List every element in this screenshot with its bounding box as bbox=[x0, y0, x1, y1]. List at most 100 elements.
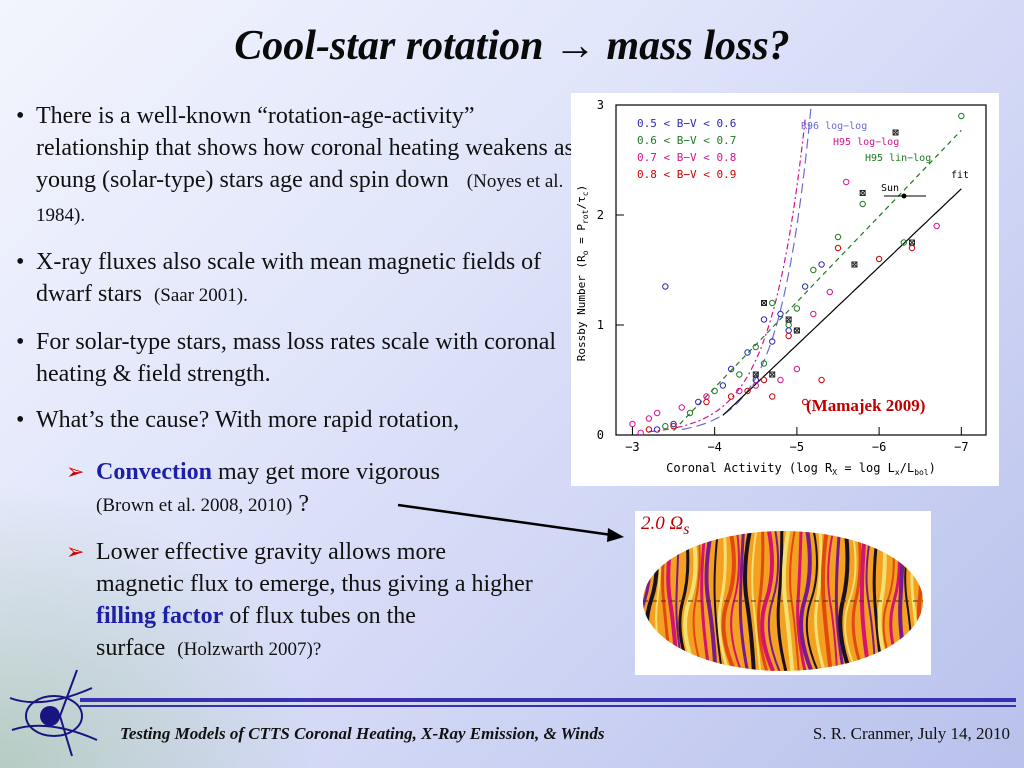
bullet-item: • There is a well-known “rotation-age-ac… bbox=[16, 100, 576, 232]
convection-map: 2.0 Ωs bbox=[635, 511, 931, 675]
mollweide-map-svg bbox=[643, 531, 923, 671]
sub-bullet-convection: ➢ Convection may get more vigorous (Brown… bbox=[66, 456, 536, 522]
footer-talk-title: Testing Models of CTTS Coronal Heating, … bbox=[120, 724, 605, 743]
convection-stripe bbox=[738, 531, 749, 671]
model-curve-h95-loglog bbox=[648, 119, 806, 433]
data-point bbox=[686, 409, 694, 417]
data-point bbox=[744, 387, 751, 395]
bullet-item: • What’s the cause? With more rapid rota… bbox=[16, 404, 576, 436]
y-tick-label: 0 bbox=[597, 428, 604, 442]
chart-annotation: (Mamajek 2009) bbox=[806, 396, 926, 415]
sub-bullet-text-post: of flux tubes on the surface bbox=[96, 603, 416, 661]
data-point bbox=[752, 343, 759, 351]
data-point bbox=[670, 423, 677, 430]
chart-svg: Coronal Activity (log RX = log Lx/Lbol) … bbox=[575, 98, 987, 477]
data-point bbox=[760, 376, 768, 384]
model-label: H95 lin−log bbox=[865, 153, 931, 164]
convection-stripe bbox=[713, 531, 723, 671]
model-label: fit bbox=[951, 170, 969, 181]
legend-entry: 0.6 < B−V < 0.7 bbox=[637, 134, 736, 147]
data-point bbox=[818, 261, 825, 268]
data-point bbox=[785, 327, 792, 334]
data-point bbox=[662, 283, 669, 290]
y-tick-label: 1 bbox=[597, 318, 604, 332]
data-point bbox=[908, 244, 916, 252]
data-point bbox=[777, 376, 784, 384]
data-point bbox=[727, 365, 735, 373]
rossby-activity-chart: Coronal Activity (log RX = log Lx/Lbol) … bbox=[571, 93, 999, 486]
data-point bbox=[769, 338, 776, 345]
highlight-convection: Convection bbox=[96, 459, 212, 485]
bullet-text: For solar-type stars, mass loss rates sc… bbox=[36, 329, 557, 387]
bullet-dot: • bbox=[16, 329, 25, 355]
data-point bbox=[653, 409, 661, 417]
data-point bbox=[736, 387, 743, 395]
legend-entry: 0.8 < B−V < 0.9 bbox=[637, 168, 736, 181]
data-point bbox=[662, 423, 669, 430]
sub-bullet-body: Lower effective gravity allows more magn… bbox=[96, 536, 536, 666]
cross-point bbox=[761, 300, 767, 306]
sub-bullet-body: Convection may get more vigorous (Brown e… bbox=[96, 456, 440, 522]
data-point bbox=[695, 398, 702, 406]
convection-stripe bbox=[756, 531, 769, 671]
data-point bbox=[645, 415, 653, 422]
data-point bbox=[958, 112, 965, 120]
cross-mark bbox=[785, 316, 792, 323]
data-point bbox=[727, 393, 735, 400]
model-curve-h95-linlog bbox=[673, 129, 962, 432]
sub-bullet-gravity: ➢ Lower effective gravity allows more ma… bbox=[66, 536, 536, 666]
bullet-body: X-ray fluxes also scale with mean magnet… bbox=[36, 246, 576, 312]
convection-stripe bbox=[692, 531, 704, 671]
data-point bbox=[785, 321, 792, 329]
cross-mark bbox=[859, 190, 866, 196]
data-point bbox=[670, 420, 677, 428]
cross-point bbox=[892, 129, 899, 136]
cross-mark bbox=[892, 129, 899, 136]
legend-entry: 0.5 < B−V < 0.6 bbox=[637, 117, 736, 130]
data-point bbox=[629, 420, 636, 428]
bullet-dot: • bbox=[16, 249, 25, 275]
arrow-bullet-icon: ➢ bbox=[66, 539, 85, 564]
model-label: R96 log−log bbox=[801, 121, 867, 132]
x-tick-label: −4 bbox=[707, 440, 721, 454]
data-point bbox=[826, 288, 833, 296]
data-point bbox=[645, 426, 653, 433]
footer-rule-thin bbox=[80, 705, 1016, 707]
x-tick-label: −3 bbox=[625, 440, 639, 454]
cross-mark bbox=[794, 327, 800, 334]
data-point bbox=[818, 376, 825, 384]
bullet-text: What’s the cause? With more rapid rotati… bbox=[36, 407, 460, 433]
x-tick-label: −7 bbox=[954, 440, 968, 454]
arrow-bullet-icon: ➢ bbox=[66, 459, 85, 484]
data-point bbox=[760, 316, 768, 323]
data-point bbox=[637, 429, 644, 436]
data-point bbox=[810, 310, 817, 318]
data-point bbox=[719, 382, 727, 389]
footer-rule bbox=[80, 698, 1016, 702]
data-point bbox=[769, 299, 776, 307]
x-axis-label: Coronal Activity (log RX = log Lx/Lbol) bbox=[666, 461, 936, 477]
data-point bbox=[875, 255, 883, 263]
model-label: Sun bbox=[881, 183, 899, 194]
convection-stripe bbox=[805, 531, 819, 671]
map-label: 2.0 Ωs bbox=[641, 513, 689, 539]
cross-point bbox=[909, 239, 915, 246]
star-logo-icon bbox=[9, 669, 98, 757]
cross-mark bbox=[909, 239, 915, 246]
data-point bbox=[859, 200, 866, 208]
convection-stripe bbox=[921, 531, 923, 671]
data-point bbox=[678, 404, 685, 411]
data-point bbox=[793, 305, 801, 312]
data-point bbox=[810, 266, 817, 274]
data-point bbox=[744, 349, 751, 356]
data-point bbox=[653, 426, 661, 433]
bullet-item: • For solar-type stars, mass loss rates … bbox=[16, 326, 576, 390]
bullet-dot: • bbox=[16, 103, 25, 129]
model-label: H95 log−log bbox=[833, 137, 899, 148]
convection-stripe bbox=[844, 531, 858, 671]
sun-marker bbox=[901, 193, 907, 199]
question-mark: ? bbox=[292, 491, 309, 517]
bullet-citation: (Saar 2001). bbox=[153, 285, 248, 306]
slide-title: Cool-star rotation → mass loss? bbox=[234, 23, 790, 69]
cross-mark bbox=[769, 371, 776, 378]
